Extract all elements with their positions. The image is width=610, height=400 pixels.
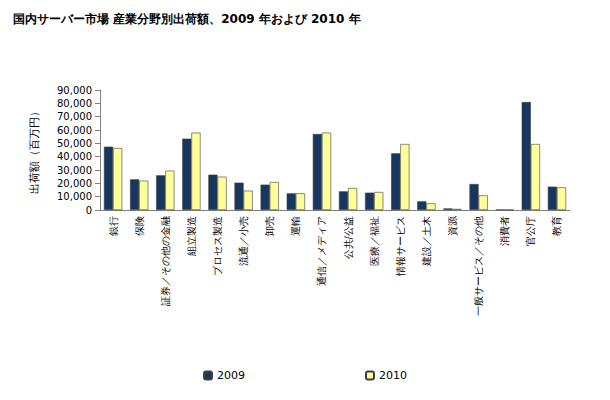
svg-text:出荷額（百万円）: 出荷額（百万円） [28,106,41,194]
svg-text:40,000: 40,000 [57,151,92,162]
svg-text:2010: 2010 [379,369,407,382]
svg-text:80,000: 80,000 [57,98,92,109]
svg-text:銀行: 銀行 [108,216,119,236]
svg-text:保険: 保険 [134,216,145,236]
svg-text:30,000: 30,000 [57,165,92,176]
svg-text:流通／小売: 流通／小売 [238,216,249,266]
svg-text:教育: 教育 [551,216,562,236]
svg-text:資源: 資源 [447,216,458,236]
svg-text:建設／土木: 建設／土木 [421,216,432,267]
svg-text:公共/公益: 公共/公益 [343,216,354,259]
svg-text:情報サービス: 情報サービス [395,216,406,277]
svg-text:医療／福祉: 医療／福祉 [369,216,380,266]
svg-text:証券／その他の金融: 証券／その他の金融 [160,216,171,306]
svg-text:運輸: 運輸 [290,216,301,236]
svg-text:60,000: 60,000 [57,125,92,136]
svg-text:一般サービス／その他: 一般サービス／その他 [473,216,484,316]
svg-text:組立製造: 組立製造 [186,216,197,257]
svg-text:20,000: 20,000 [57,178,92,189]
svg-text:2009: 2009 [217,369,245,382]
svg-text:90,000: 90,000 [57,85,92,96]
svg-text:10,000: 10,000 [57,191,92,202]
svg-text:官公庁: 官公庁 [525,216,536,246]
svg-text:0: 0 [86,205,92,216]
svg-text:国内サーバー市場 産業分野別出荷額、2009 年および 20: 国内サーバー市場 産業分野別出荷額、2009 年および 2010 年 [13,12,361,26]
svg-text:卸売: 卸売 [264,216,275,236]
svg-text:50,000: 50,000 [57,138,92,149]
svg-text:通信／メディア: 通信／メディア [316,216,327,286]
svg-text:プロセス製造: プロセス製造 [212,216,223,276]
svg-text:消費者: 消費者 [499,216,510,246]
svg-text:70,000: 70,000 [57,111,92,122]
